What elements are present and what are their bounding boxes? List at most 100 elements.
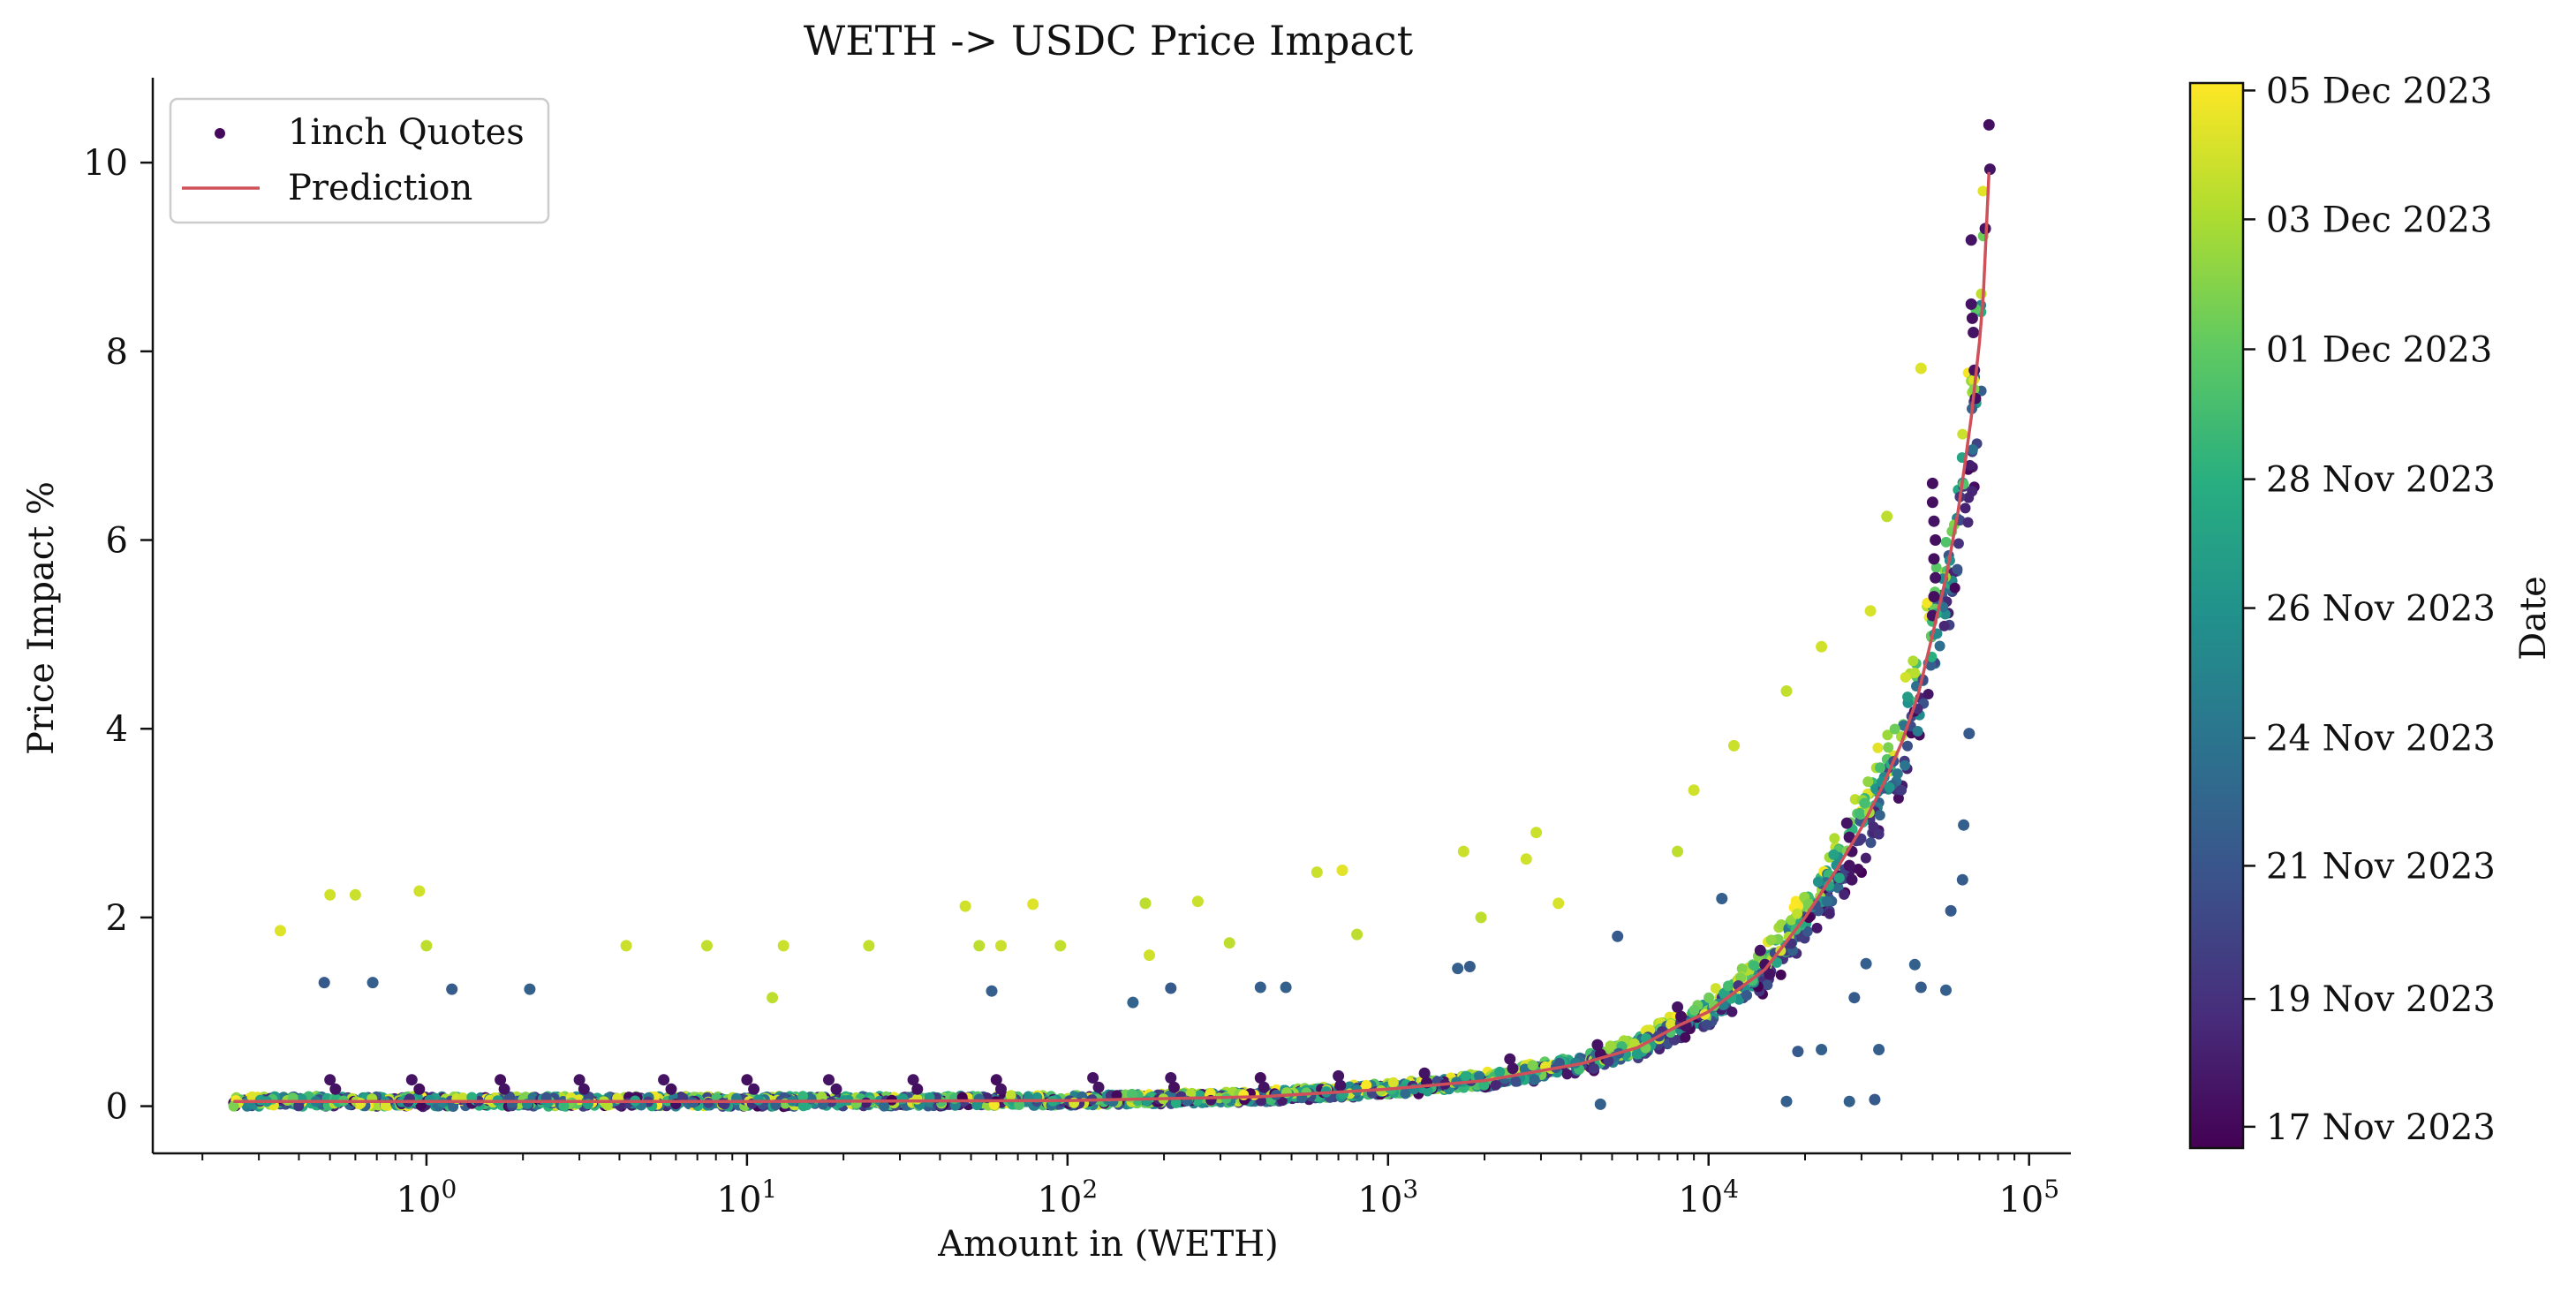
- scatter-points: [274, 118, 1996, 1110]
- y-tick-label: 6: [106, 521, 128, 562]
- quote-point: [1591, 1039, 1604, 1051]
- quote-point: [1840, 817, 1853, 829]
- quote-point: [1821, 895, 1832, 907]
- quote-point: [1612, 930, 1624, 942]
- quote-point: [1165, 1072, 1177, 1084]
- quote-point: [1902, 740, 1913, 752]
- quote-point: [1762, 979, 1773, 991]
- quote-point: [1510, 1076, 1522, 1087]
- quote-point: [1811, 922, 1823, 933]
- quote-point: [1915, 981, 1927, 994]
- quote-point: [658, 1074, 670, 1086]
- quote-point: [1930, 562, 1942, 573]
- colorbar-tick-label: 01 Dec 2023: [2266, 330, 2492, 371]
- quote-point: [1258, 1081, 1270, 1093]
- quote-point: [1934, 640, 1945, 652]
- quote-point: [1631, 1048, 1643, 1060]
- quote-point: [1968, 327, 1980, 338]
- quote-point: [1165, 982, 1177, 994]
- quote-point: [1853, 864, 1864, 874]
- y-axis-label: Price Impact %: [21, 481, 62, 755]
- quote-point: [1775, 969, 1787, 980]
- quote-point: [446, 983, 458, 995]
- quote-point: [1387, 1077, 1399, 1088]
- quote-point: [990, 1074, 1002, 1086]
- quote-point: [1802, 926, 1813, 937]
- quote-point: [1726, 1006, 1738, 1017]
- quote-point: [1734, 994, 1745, 1005]
- quote-point: [1764, 968, 1776, 980]
- quote-point: [1552, 897, 1565, 910]
- quote-point: [1892, 768, 1903, 780]
- quote-point: [366, 977, 379, 989]
- quote-point: [1930, 571, 1942, 584]
- quote-point: [1900, 759, 1911, 771]
- quote-point: [1855, 807, 1865, 819]
- quote-point: [1780, 685, 1793, 697]
- quote-point: [1816, 640, 1828, 653]
- quote-point: [318, 977, 330, 989]
- quote-point: [1723, 980, 1734, 992]
- quote-point: [959, 900, 971, 912]
- quote-point: [1938, 620, 1950, 631]
- quote-point: [1828, 849, 1839, 860]
- quote-point: [911, 1093, 923, 1105]
- quote-point: [1965, 234, 1977, 246]
- quote-point: [1254, 1072, 1266, 1084]
- quote-point: [1860, 957, 1872, 970]
- quote-point: [1889, 723, 1900, 735]
- quote-point: [1923, 689, 1934, 699]
- quote-point: [1865, 837, 1877, 849]
- quote-point: [1940, 536, 1952, 548]
- x-axis-label: Amount in (WETH): [937, 1224, 1279, 1265]
- quote-point: [1963, 492, 1975, 503]
- quote-point: [911, 1083, 924, 1095]
- quote-point: [1928, 553, 1940, 565]
- quote-point: [1168, 1081, 1180, 1093]
- quote-point: [1925, 660, 1937, 671]
- quote-point: [1605, 1040, 1616, 1052]
- quote-point: [1334, 1079, 1347, 1092]
- quote-point: [1928, 515, 1940, 527]
- quote-point: [573, 1074, 585, 1086]
- quote-point: [1792, 1046, 1804, 1058]
- plot-area: [228, 118, 1996, 1113]
- quote-point: [1792, 908, 1803, 919]
- quote-point: [1983, 163, 1996, 176]
- x-tick-label: 104: [1678, 1175, 1739, 1220]
- quote-point: [524, 983, 536, 995]
- quote-point: [1896, 784, 1907, 796]
- quote-point: [1490, 1079, 1501, 1091]
- quote-point: [1907, 655, 1919, 667]
- quote-point: [578, 1083, 590, 1095]
- quote-point: [1930, 534, 1942, 546]
- quote-point: [1741, 990, 1753, 1001]
- quote-point: [1953, 538, 1964, 549]
- colorbar-tick-label: 21 Nov 2023: [2266, 846, 2496, 887]
- quote-point: [1900, 671, 1911, 683]
- quote-point: [1926, 477, 1938, 489]
- quote-point: [1280, 981, 1292, 994]
- quote-point: [1884, 782, 1895, 793]
- quote-point: [1672, 845, 1684, 858]
- quote-point: [1883, 742, 1894, 753]
- quote-point: [879, 1100, 890, 1112]
- quote-point: [1311, 866, 1323, 879]
- quote-point: [1945, 904, 1957, 917]
- quote-point: [293, 1100, 305, 1112]
- colorbar-tick-label: 19 Nov 2023: [2266, 979, 2496, 1020]
- quote-point: [1463, 961, 1476, 972]
- quote-point: [1005, 1090, 1016, 1101]
- quote-point: [973, 940, 986, 952]
- quote-point: [1964, 459, 1975, 471]
- colorbar-gradient: [2188, 81, 2245, 1150]
- colorbar: 17 Nov 2023 19 Nov 2023 21 Nov 2023 24 Nov …: [2188, 71, 2554, 1150]
- x-tick-label: 103: [1357, 1175, 1418, 1220]
- quote-point: [1754, 944, 1766, 956]
- quote-point: [1780, 1095, 1793, 1107]
- quote-point: [797, 1100, 809, 1112]
- quote-point: [1749, 960, 1760, 971]
- quote-point: [1843, 1095, 1855, 1107]
- x-tick-label: 105: [1998, 1175, 2059, 1220]
